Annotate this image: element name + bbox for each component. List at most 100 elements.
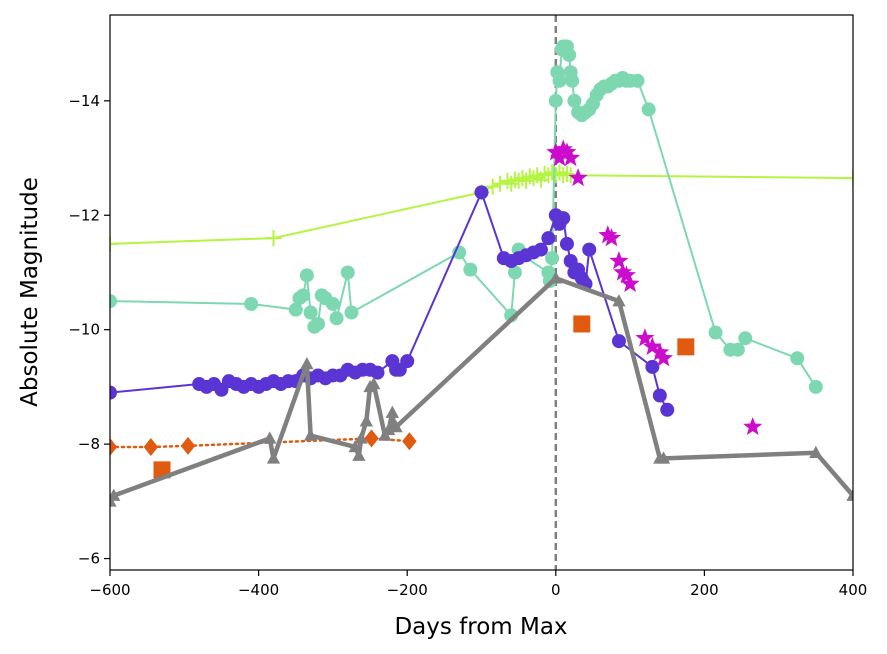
data-point-aquamarine xyxy=(299,268,314,283)
y-axis-label: Absolute Magnitude xyxy=(17,177,43,407)
data-point-lime xyxy=(506,171,523,188)
data-point-aquamarine xyxy=(288,302,303,317)
data-point-aquamarine xyxy=(738,331,753,346)
data-point-aquamarine xyxy=(808,379,823,394)
data-point-lime xyxy=(521,168,538,185)
data-point-aquamarine xyxy=(641,102,656,117)
data-point-violet xyxy=(474,185,489,200)
data-point-aquamarine xyxy=(562,48,577,63)
data-point-magenta xyxy=(654,348,674,367)
data-point-gray xyxy=(303,428,318,441)
data-point-aquamarine xyxy=(730,342,745,357)
data-point-violet xyxy=(645,359,660,374)
data-point-violet xyxy=(652,388,667,403)
series-line-violet xyxy=(110,191,669,411)
data-point-magenta xyxy=(609,251,629,270)
data-point-magenta xyxy=(642,336,662,355)
data-point-orange-diamond xyxy=(364,429,379,448)
data-point-lime xyxy=(536,166,553,183)
y-tick-label: −14 xyxy=(68,92,100,110)
data-point-violet xyxy=(533,242,548,257)
data-point-magenta xyxy=(568,168,588,187)
series-magenta xyxy=(546,139,763,436)
data-point-violet xyxy=(582,242,597,257)
x-tick-label: −200 xyxy=(387,581,428,599)
data-point-lime xyxy=(110,235,118,252)
data-point-violet xyxy=(370,365,385,380)
data-point-magenta xyxy=(546,142,566,161)
data-point-orange-diamond xyxy=(110,437,118,456)
data-point-violet xyxy=(110,385,117,400)
plot-frame xyxy=(109,14,854,571)
data-point-violet xyxy=(559,236,574,251)
data-point-lime xyxy=(525,170,542,187)
data-point-gray xyxy=(354,431,368,444)
y-axis: −6 −8 −10 −12 −14 xyxy=(68,92,110,568)
y-tick-label: −12 xyxy=(68,206,100,224)
data-point-lime xyxy=(558,166,575,183)
data-point-gray xyxy=(266,451,281,464)
data-point-gray xyxy=(385,405,399,418)
data-point-aquamarine xyxy=(340,265,355,280)
x-axis: −600 −400 −200 0 200 400 xyxy=(89,570,867,599)
data-point-violet xyxy=(660,402,675,417)
data-point-gray xyxy=(809,445,823,458)
data-point-violet xyxy=(541,231,556,246)
y-tick-label: −6 xyxy=(78,550,100,568)
data-point-violet xyxy=(400,354,415,369)
data-point-gray xyxy=(348,439,362,453)
data-point-magenta xyxy=(635,328,655,347)
data-point-gray xyxy=(359,414,373,427)
data-point-magenta xyxy=(650,342,670,361)
data-point-orange-diamond xyxy=(180,436,196,455)
data-point-gray xyxy=(389,419,403,433)
data-point-aquamarine xyxy=(565,73,580,88)
data-point-orange-square xyxy=(677,338,695,356)
series-gray xyxy=(110,271,853,507)
data-point-lime xyxy=(484,178,501,195)
data-point-magenta xyxy=(620,273,640,293)
data-point-orange-diamond xyxy=(402,432,417,451)
data-point-gray xyxy=(300,357,314,370)
series-aquamarine xyxy=(110,39,823,394)
x-tick-label: −400 xyxy=(238,581,279,599)
data-point-aquamarine xyxy=(344,305,359,320)
data-point-gray xyxy=(367,377,381,390)
data-point-magenta xyxy=(613,262,633,281)
data-point-gray xyxy=(352,448,366,461)
x-tick-label: −600 xyxy=(89,581,130,599)
y-tick-label: −8 xyxy=(78,435,100,453)
data-point-aquamarine xyxy=(545,251,560,266)
data-point-aquamarine xyxy=(329,311,344,326)
data-point-aquamarine xyxy=(244,296,259,311)
series-violet xyxy=(110,185,675,417)
data-point-aquamarine xyxy=(708,325,723,340)
data-point-aquamarine xyxy=(463,262,478,277)
data-point-magenta xyxy=(553,139,573,158)
data-point-lime xyxy=(503,175,520,192)
data-point-magenta xyxy=(602,228,622,247)
data-point-aquamarine xyxy=(303,305,318,320)
data-point-aquamarine xyxy=(790,351,805,366)
data-point-gray xyxy=(846,488,853,501)
data-point-violet xyxy=(611,334,626,349)
data-point-lime xyxy=(845,170,853,187)
data-point-aquamarine xyxy=(296,288,311,303)
data-point-gray xyxy=(110,488,121,501)
plot-area xyxy=(110,15,853,570)
series-lime xyxy=(110,164,853,252)
data-point-magenta xyxy=(743,416,763,436)
data-point-aquamarine xyxy=(548,93,563,108)
data-point-lime xyxy=(265,230,282,247)
data-point-gray xyxy=(263,431,277,444)
x-tick-label: 200 xyxy=(690,581,719,599)
data-point-aquamarine xyxy=(507,265,522,280)
data-point-magenta xyxy=(598,225,618,244)
data-point-aquamarine xyxy=(567,93,582,108)
data-point-gray xyxy=(612,294,626,307)
series-line-lime xyxy=(110,171,853,245)
data-point-magenta xyxy=(550,148,570,167)
data-point-magenta xyxy=(557,142,577,161)
x-tick-label: 0 xyxy=(551,581,561,599)
